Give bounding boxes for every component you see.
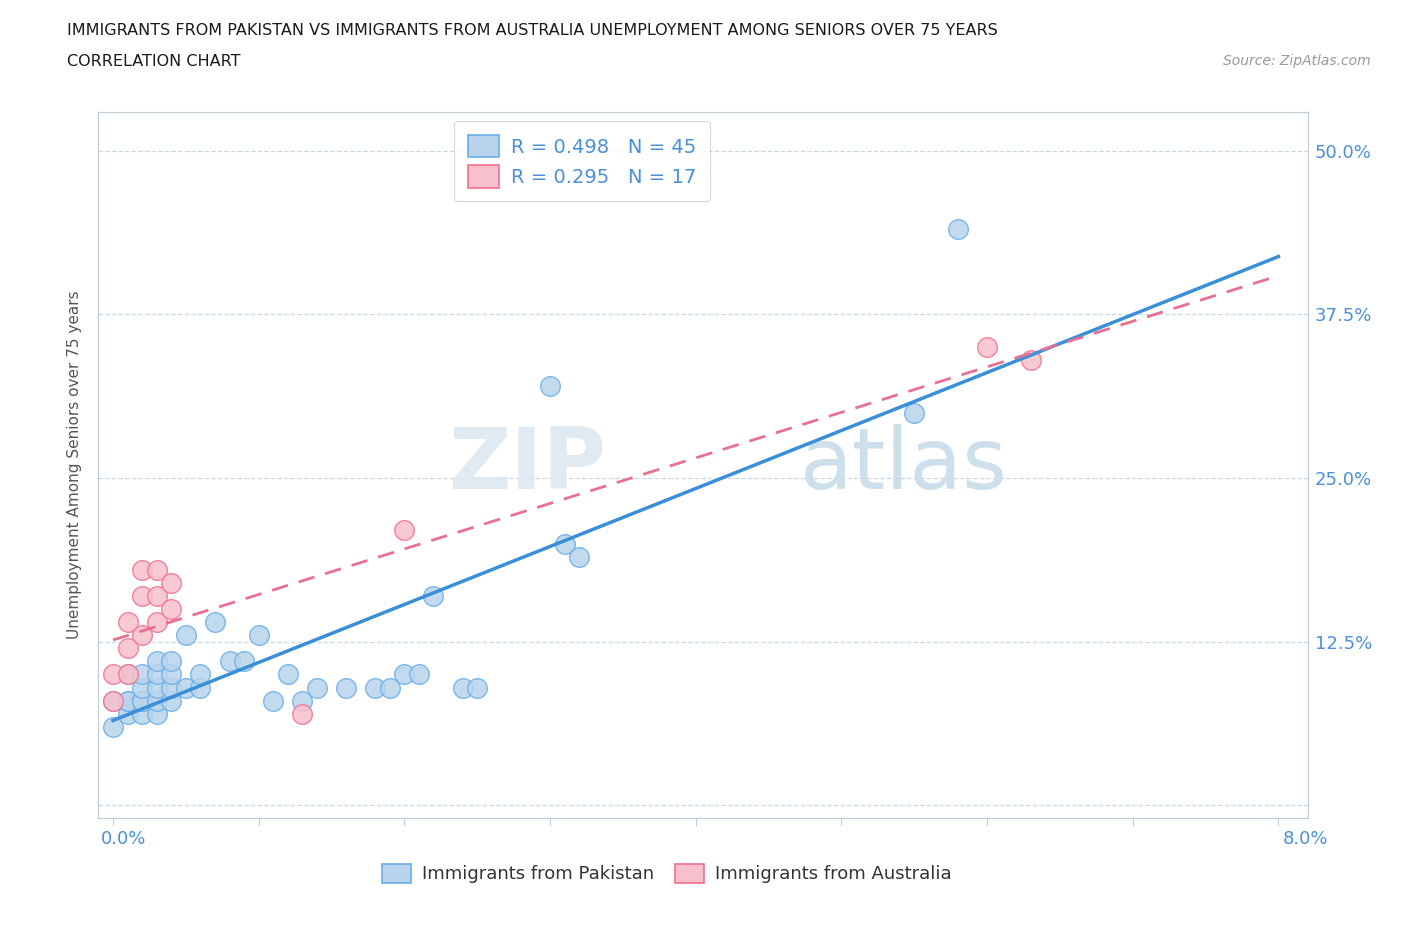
Point [160,576,183,591]
Point [131,563,153,578]
Text: 0.0%: 0.0% [101,830,146,848]
Point [277,667,299,682]
Point [131,693,153,708]
Point [131,693,153,708]
Point [204,615,226,630]
Point [174,628,197,643]
Point [364,680,387,695]
Point [394,523,416,538]
Point [145,693,167,708]
Point [117,706,139,721]
Point [160,667,183,682]
Point [117,693,139,708]
Point [117,667,139,682]
Y-axis label: Unemployment Among Seniors over 75 years: Unemployment Among Seniors over 75 years [67,291,83,639]
Point [378,680,401,695]
Point [101,693,124,708]
Point [160,680,183,695]
Point [145,706,167,721]
Point [218,654,240,669]
Point [538,379,561,394]
Point [262,693,284,708]
Point [291,693,314,708]
Point [305,680,328,695]
Point [117,693,139,708]
Point [131,680,153,695]
Point [1019,352,1042,367]
Point [145,563,167,578]
Point [160,602,183,617]
Point [174,680,197,695]
Point [117,641,139,656]
Point [145,680,167,695]
Point [465,680,488,695]
Point [976,339,998,354]
Point [568,550,591,565]
Point [335,680,357,695]
Text: Source: ZipAtlas.com: Source: ZipAtlas.com [1223,54,1371,68]
Point [408,667,430,682]
Point [160,693,183,708]
Point [190,667,212,682]
Point [131,628,153,643]
Point [131,667,153,682]
Point [145,654,167,669]
Point [451,680,474,695]
Point [117,667,139,682]
Point [131,589,153,604]
Text: 8.0%: 8.0% [1284,830,1329,848]
Point [101,693,124,708]
Point [101,667,124,682]
Text: atlas: atlas [800,423,1008,507]
Point [145,667,167,682]
Point [946,222,969,237]
Point [145,589,167,604]
Point [145,615,167,630]
Text: IMMIGRANTS FROM PAKISTAN VS IMMIGRANTS FROM AUSTRALIA UNEMPLOYMENT AMONG SENIORS: IMMIGRANTS FROM PAKISTAN VS IMMIGRANTS F… [67,23,998,38]
Point [190,680,212,695]
Point [160,654,183,669]
Text: CORRELATION CHART: CORRELATION CHART [67,54,240,69]
Point [422,589,444,604]
Point [117,615,139,630]
Point [131,706,153,721]
Point [291,706,314,721]
Point [554,536,576,551]
Point [247,628,270,643]
Point [233,654,256,669]
Legend: Immigrants from Pakistan, Immigrants from Australia: Immigrants from Pakistan, Immigrants fro… [374,857,959,891]
Text: ZIP: ZIP [449,423,606,507]
Point [903,405,925,420]
Point [394,667,416,682]
Point [101,719,124,734]
